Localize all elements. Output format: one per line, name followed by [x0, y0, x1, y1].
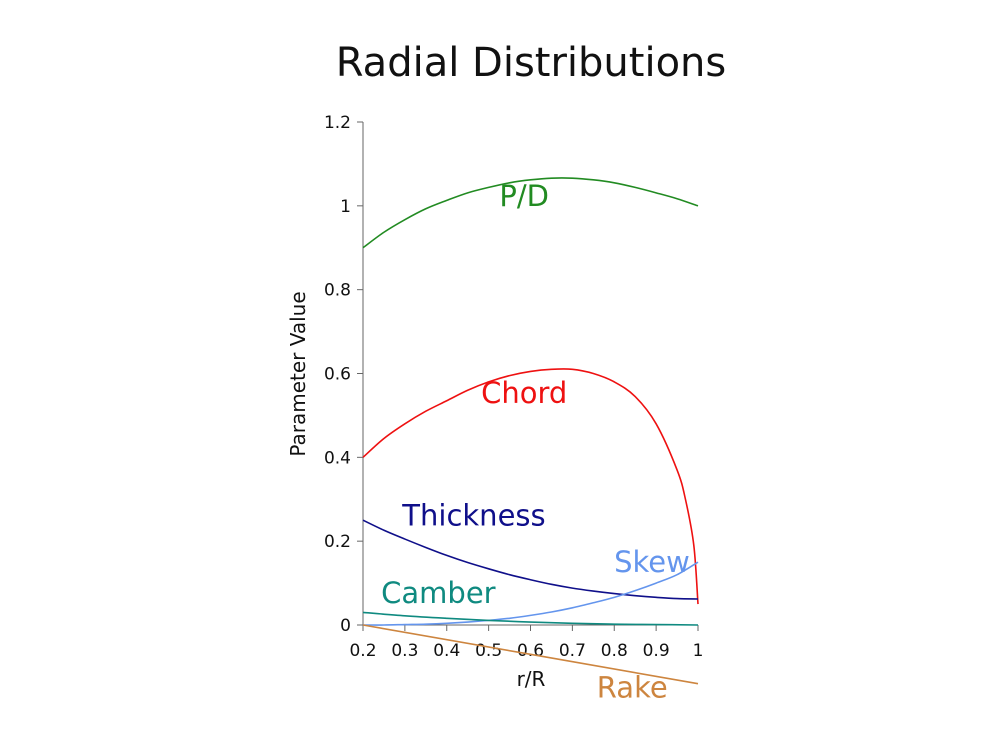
x-tick-label: 0.4: [433, 641, 460, 661]
series-label-thickness: Thickness: [401, 499, 545, 533]
x-tick-label: 0.3: [391, 641, 418, 661]
x-tick-label: 1: [693, 641, 704, 661]
x-tick-label: 0.5: [475, 641, 502, 661]
x-tick-label: 0.2: [349, 641, 376, 661]
series-label-skew: Skew: [614, 545, 690, 579]
x-tick-label: 0.9: [643, 641, 670, 661]
chart-title: Radial Distributions: [335, 40, 727, 86]
series-labels: P/D Chord Thickness Skew Camber Rake: [381, 179, 690, 705]
y-tick-label: 1: [340, 197, 351, 217]
y-tick-label: 0: [340, 616, 351, 636]
series-label-rake: Rake: [597, 671, 668, 705]
y-tick-label: 0.6: [324, 365, 351, 385]
x-ticks: 0.2 0.3 0.4 0.5 0.6 0.7 0.8 0.9 1: [349, 625, 703, 661]
series-line-thickness: [362, 519, 699, 600]
x-tick-label: 0.8: [601, 641, 628, 661]
x-axis-label: r/R: [517, 667, 546, 691]
series-line-chord: [362, 368, 699, 605]
y-ticks: 0 0.2 0.4 0.6 0.8 1 1.2: [324, 113, 363, 636]
series-lines: [362, 177, 699, 685]
series-line-rake: [362, 624, 699, 685]
x-tick-label: 0.6: [517, 641, 544, 661]
series-line-camber: [362, 611, 699, 626]
y-tick-label: 0.8: [324, 281, 351, 301]
series-label-p-d: P/D: [499, 179, 549, 213]
y-tick-label: 0.2: [324, 532, 351, 552]
series-line-p-d: [362, 177, 699, 249]
y-tick-label: 1.2: [324, 113, 351, 133]
axes: 0.2 0.3 0.4 0.5 0.6 0.7 0.8 0.9 1 0 0.2 0.4 0.6 0.8 1…: [324, 113, 703, 661]
series-label-chord: Chord: [481, 376, 567, 410]
x-tick-label: 0.7: [559, 641, 586, 661]
y-axis-label: Parameter Value: [286, 291, 310, 456]
series-label-camber: Camber: [381, 576, 496, 610]
y-tick-label: 0.4: [324, 448, 351, 468]
series-line-skew: [362, 561, 699, 626]
